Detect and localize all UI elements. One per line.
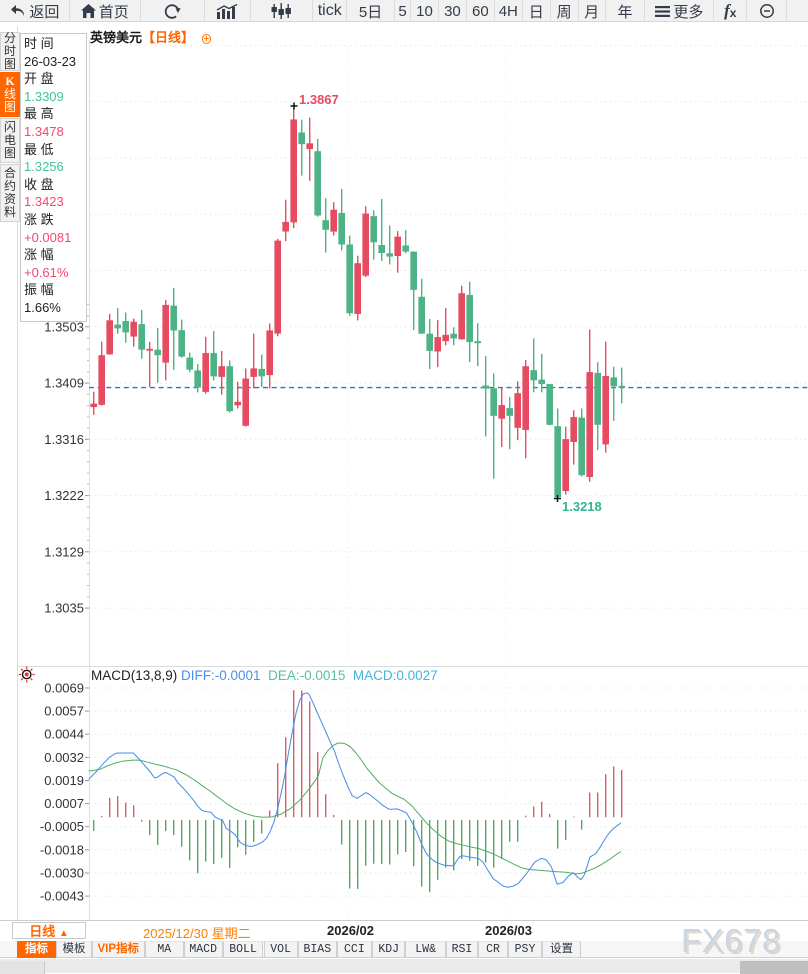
svg-text:-0.0030: -0.0030 bbox=[40, 866, 84, 881]
svg-text:0.0032: 0.0032 bbox=[44, 750, 84, 765]
svg-text:1.3503: 1.3503 bbox=[44, 319, 84, 334]
svg-text:0.0019: 0.0019 bbox=[44, 773, 84, 788]
svg-text:1.3129: 1.3129 bbox=[44, 544, 84, 559]
svg-text:0.0069: 0.0069 bbox=[44, 681, 84, 696]
svg-text:1.3409: 1.3409 bbox=[44, 376, 84, 391]
svg-text:1.3218: 1.3218 bbox=[562, 499, 602, 514]
svg-text:-0.0005: -0.0005 bbox=[40, 819, 84, 834]
svg-text:-0.0043: -0.0043 bbox=[40, 889, 84, 904]
svg-text:1.3316: 1.3316 bbox=[44, 432, 84, 447]
svg-text:0.0007: 0.0007 bbox=[44, 796, 84, 811]
svg-text:1.3035: 1.3035 bbox=[44, 601, 84, 616]
svg-text:0.0057: 0.0057 bbox=[44, 704, 84, 719]
svg-text:0.0044: 0.0044 bbox=[44, 727, 84, 742]
svg-text:-0.0018: -0.0018 bbox=[40, 842, 84, 857]
svg-text:1.3222: 1.3222 bbox=[44, 488, 84, 503]
svg-text:1.3867: 1.3867 bbox=[299, 92, 339, 107]
